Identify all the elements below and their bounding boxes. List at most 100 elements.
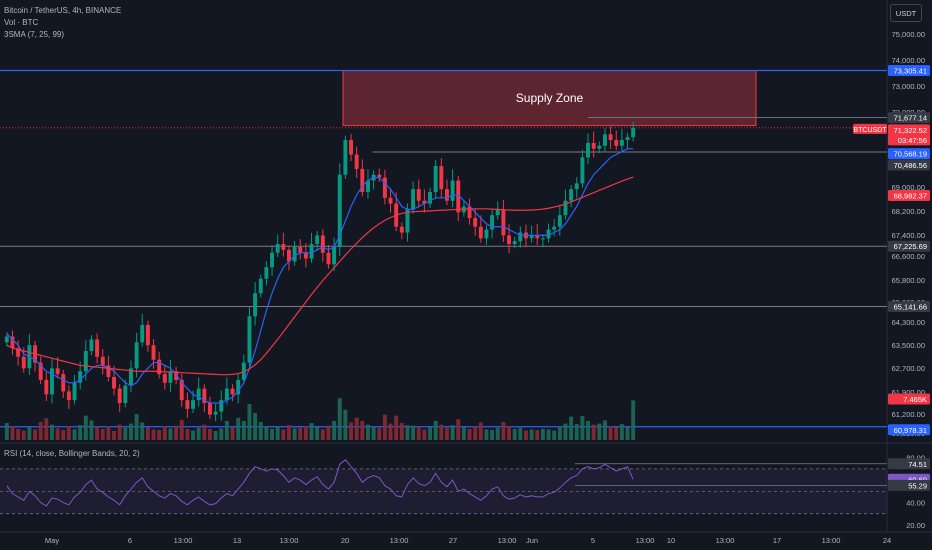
- volume-bar: [450, 425, 455, 440]
- candle-body: [518, 232, 523, 242]
- candle-body: [202, 388, 207, 404]
- volume-bar: [535, 429, 540, 440]
- sma-line: [6, 148, 634, 404]
- volume-bar: [145, 427, 150, 440]
- candle-body: [281, 244, 286, 250]
- candle-body: [535, 235, 540, 239]
- candle-body: [552, 226, 557, 230]
- price-axis-label: 65,800.00: [892, 276, 925, 285]
- time-axis-label: 10: [667, 536, 675, 545]
- candle-body: [501, 209, 506, 236]
- candle-body: [140, 324, 145, 343]
- volume-bar: [416, 426, 421, 440]
- price-tag-bg: [888, 240, 930, 252]
- price-tag-label: 65,141.66: [894, 302, 927, 311]
- volume-bar: [473, 426, 478, 440]
- volume-bar: [349, 422, 354, 440]
- candle-body: [21, 356, 26, 369]
- volume-bar: [467, 428, 472, 440]
- volume-bar: [580, 416, 585, 440]
- volume-bars: [4, 398, 636, 440]
- volume-bar: [388, 423, 393, 440]
- price-axis-label: 68,200.00: [892, 207, 925, 216]
- candle-body: [4, 336, 9, 343]
- candle-body: [349, 140, 354, 155]
- volume-bar: [332, 420, 337, 440]
- candle-body: [320, 235, 325, 253]
- rsi-axis-label: 20.00: [906, 521, 925, 530]
- volume-bar: [422, 429, 427, 440]
- volume-bar: [523, 430, 528, 440]
- volume-legend: Vol · BTC: [4, 18, 39, 27]
- candle-body: [540, 238, 545, 240]
- candle-body: [292, 246, 297, 262]
- candle-body: [44, 379, 49, 395]
- candle-body: [557, 215, 562, 227]
- time-axis-label: 27: [449, 536, 457, 545]
- rsi-axis-label: 55.29: [908, 481, 927, 490]
- volume-bar: [625, 426, 630, 440]
- candle-body: [258, 278, 263, 294]
- time-axis-label: 13:00: [174, 536, 193, 545]
- candle-body: [332, 246, 337, 265]
- volume-bar: [123, 427, 128, 440]
- candle-body: [382, 177, 387, 198]
- volume-bar: [151, 429, 156, 440]
- price-axis-label: 74,000.00: [892, 56, 925, 65]
- price-tag-bg: [888, 424, 930, 436]
- candle-body: [49, 368, 54, 395]
- volume-bar: [264, 426, 269, 440]
- price-axis-label: 73,000.00: [892, 82, 925, 91]
- price-tag-bg: [888, 300, 930, 312]
- candle-body: [128, 368, 133, 386]
- volume-bar: [78, 425, 83, 440]
- candle-body: [377, 174, 382, 178]
- time-axis-label: 13:00: [716, 536, 735, 545]
- volume-bar: [112, 430, 117, 440]
- candle-body: [230, 388, 235, 395]
- candle-body: [83, 350, 88, 372]
- volume-bar: [399, 423, 404, 440]
- volume-bar: [219, 428, 224, 440]
- volume-bar: [343, 409, 348, 440]
- candle-body: [354, 154, 359, 169]
- time-axis-label: 6: [128, 536, 132, 545]
- candle-body: [315, 235, 320, 245]
- candle-body: [422, 200, 427, 204]
- candle-body: [270, 252, 275, 268]
- volume-bar: [337, 398, 342, 440]
- sma-legend: 3SMA (7, 25, 99): [4, 30, 65, 39]
- time-axis-label: 13: [233, 536, 241, 545]
- volume-bar: [456, 419, 461, 440]
- price-tag-label: 03:47:56: [898, 136, 927, 145]
- candle-body: [151, 345, 156, 360]
- candle-body: [428, 192, 433, 204]
- candle-body: [473, 218, 478, 227]
- volume-bar: [309, 423, 314, 440]
- supply-zone-label: Supply Zone: [516, 91, 584, 105]
- volume-bar: [518, 427, 523, 440]
- volume-bar: [286, 425, 291, 440]
- candle-body: [179, 379, 184, 401]
- volume-bar: [608, 426, 613, 440]
- candle-body: [399, 226, 404, 233]
- price-tag-label: 7.465K: [903, 395, 927, 404]
- volume-bar: [478, 422, 483, 440]
- candle-body: [185, 400, 190, 409]
- volume-bar: [253, 412, 258, 440]
- volume-bar: [394, 415, 399, 440]
- currency-button[interactable]: USDT: [890, 4, 922, 22]
- candle-body: [365, 180, 370, 193]
- time-axis-label: 17: [773, 536, 781, 545]
- volume-bar: [326, 425, 331, 440]
- candle-body: [405, 209, 410, 233]
- price-tag-label: 68,982.37: [894, 191, 927, 200]
- rsi-axis-label: 60.69: [908, 475, 927, 484]
- candle-body: [580, 157, 585, 184]
- volume-bar: [95, 426, 100, 440]
- price-tag-bg: [888, 112, 930, 124]
- price-tag-bg: [888, 134, 930, 146]
- volume-bar: [315, 427, 320, 440]
- candle-body: [174, 371, 179, 380]
